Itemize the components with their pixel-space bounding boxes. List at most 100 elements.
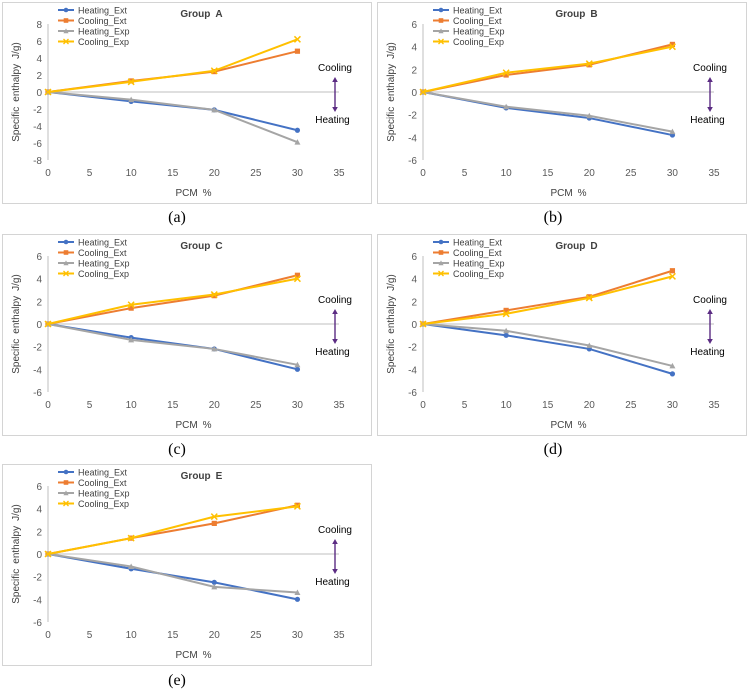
data-point (294, 272, 301, 278)
legend-marker (63, 250, 69, 255)
y-tick-label: -4 (408, 365, 417, 376)
data-point (44, 320, 52, 328)
y-tick-label: -2 (408, 343, 417, 354)
chart-frame (2, 2, 372, 204)
chart-frame (2, 464, 372, 666)
x-tick-label: 15 (167, 630, 179, 641)
legend-label: Heating_Ext (78, 468, 128, 478)
data-point (669, 371, 676, 377)
y-tick-label: -8 (33, 156, 42, 167)
legend-label: Heating_Ext (453, 238, 503, 248)
arrow-head-up-icon (332, 309, 338, 314)
legend-label: Heating_Exp (453, 27, 505, 37)
legend-label: Cooling_Exp (453, 269, 504, 279)
data-point (503, 103, 510, 110)
data-point (128, 96, 135, 103)
series-line-heating-exp (47, 553, 298, 594)
x-tick-label: 0 (45, 630, 51, 641)
data-point (502, 310, 510, 318)
x-axis-label: PCM % (175, 188, 211, 199)
data-point (293, 502, 301, 510)
data-point (502, 69, 510, 77)
legend-label: Cooling_Exp (78, 269, 129, 279)
legend-marker (438, 270, 444, 277)
series-line-cooling-exp (47, 277, 298, 325)
x-tick-label: 30 (292, 630, 304, 641)
data-point (293, 275, 301, 283)
legend-label: Heating_Exp (453, 259, 505, 269)
data-point (294, 596, 301, 602)
series-line-cooling-exp (47, 505, 298, 555)
legend-marker (438, 7, 444, 13)
legend-marker (63, 270, 69, 277)
data-point (294, 361, 301, 368)
series-line-heating-ext (47, 323, 298, 371)
legend-label: Heating_Ext (78, 238, 128, 248)
legend-label: Heating_Exp (78, 27, 130, 37)
legend-marker (63, 28, 69, 34)
legend-marker (438, 38, 444, 45)
y-tick-label: 0 (411, 88, 417, 99)
x-tick-label: 25 (250, 400, 262, 411)
chart-panel-d: -6 -4 -2 0 2 4 6 0 5 10 15 20 25 30 35 Group D PCM % Spec… (377, 234, 747, 436)
arrow-head-down-icon (332, 107, 338, 112)
caption-d: (d) (543, 441, 563, 458)
y-axis-label: Specific enthalpy J/g) (11, 504, 22, 604)
caption-a: (a) (168, 209, 186, 226)
x-tick-label: 5 (87, 168, 93, 179)
y-tick-label: 2 (411, 65, 417, 76)
arrow-head-up-icon (332, 77, 338, 82)
data-point (128, 563, 135, 569)
x-tick-label: 15 (542, 168, 554, 179)
x-tick-label: 15 (167, 168, 179, 179)
x-tick-label: 15 (542, 400, 554, 411)
y-tick-label: 4 (411, 275, 417, 286)
data-point (293, 35, 301, 43)
data-point (503, 307, 509, 313)
annotation-heating: Heating (315, 115, 354, 126)
y-tick-label: -6 (33, 388, 42, 399)
y-tick-label: 4 (411, 43, 417, 54)
series-line-heating-ext (47, 553, 298, 601)
data-point (211, 579, 217, 585)
x-tick-label: 35 (333, 400, 345, 411)
x-tick-label: 35 (333, 630, 345, 641)
data-point (210, 513, 218, 521)
x-tick-label: 20 (209, 168, 221, 179)
legend-label: Heating_Ext (453, 6, 503, 16)
x-tick-label: 10 (501, 400, 513, 411)
annotation-heating: Heating (315, 347, 354, 358)
x-tick-label: 5 (462, 400, 468, 411)
legend-marker (63, 480, 69, 485)
x-tick-label: 25 (625, 168, 637, 179)
legend-label: Cooling_Ext (78, 478, 127, 488)
y-axis-label: Specific enthalpy J/g) (11, 274, 22, 374)
data-point (419, 88, 427, 96)
y-tick-label: 6 (36, 252, 42, 263)
chart-panel-c: -6 -4 -2 0 2 4 6 0 5 10 15 20 25 30 35 Group C PCM % Spec… (2, 234, 372, 436)
data-point (294, 48, 301, 54)
series-line-cooling-exp (47, 38, 298, 93)
data-point (127, 78, 135, 86)
legend-label: Cooling_Exp (78, 37, 129, 47)
legend-marker (63, 18, 69, 23)
chart-title: Group D (555, 241, 597, 252)
y-tick-label: -2 (33, 573, 42, 584)
chart-title: Group C (180, 241, 222, 252)
y-tick-label: 2 (36, 297, 42, 308)
y-tick-label: -2 (33, 105, 42, 116)
line-chart: -6 -4 -2 0 2 4 6 0 5 10 15 20 25 30 35 Group E PCM % Spec… (11, 468, 355, 662)
legend-label: Heating_Exp (78, 259, 130, 269)
x-tick-label: 10 (501, 168, 513, 179)
legend-marker (438, 18, 444, 23)
data-point (128, 305, 134, 311)
y-tick-label: 0 (36, 550, 42, 561)
data-point (586, 294, 592, 300)
x-tick-label: 5 (87, 400, 93, 411)
data-point (585, 60, 593, 68)
data-point (211, 293, 217, 299)
series-line-heating-exp (47, 91, 298, 144)
y-tick-label: 6 (411, 20, 417, 31)
x-tick-label: 0 (420, 168, 426, 179)
data-point (294, 589, 301, 596)
